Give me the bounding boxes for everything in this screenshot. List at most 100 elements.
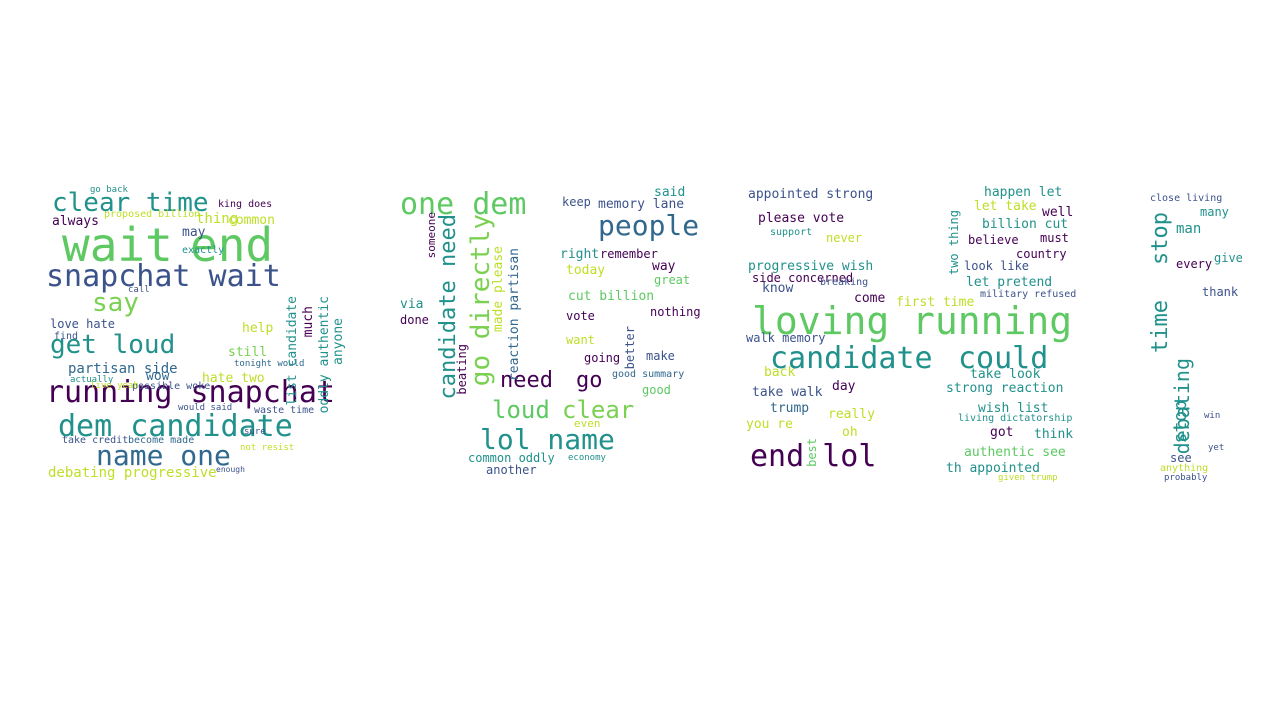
cloud-word: strong reaction bbox=[946, 381, 1064, 396]
cloud-word: proposed billion bbox=[104, 209, 201, 220]
cloud-word: want bbox=[566, 333, 595, 347]
cloud-word: get loud bbox=[50, 330, 176, 360]
cloud-word: remember bbox=[600, 247, 658, 261]
cloud-word: right bbox=[560, 247, 600, 262]
cloud-word: become made bbox=[128, 435, 195, 446]
cloud-word: give bbox=[1214, 251, 1243, 265]
cloud-word: wait bbox=[62, 218, 173, 272]
cloud-word: close living bbox=[1150, 193, 1223, 204]
cloud-word: love hate bbox=[50, 317, 116, 331]
cloud-word: common oddly bbox=[468, 451, 555, 465]
cloud-word: end bbox=[190, 218, 274, 272]
cloud-word: loud bbox=[492, 396, 550, 424]
cloud-word: always bbox=[52, 214, 99, 229]
cloud-word: even bbox=[574, 417, 601, 430]
cloud-word: good bbox=[642, 383, 671, 397]
cloud-word: via bbox=[400, 297, 424, 312]
cloud-word: given trump bbox=[998, 473, 1058, 483]
cloud-word: still bbox=[228, 345, 268, 360]
cloud-word: go bbox=[576, 368, 603, 393]
cloud-word: authentic see bbox=[964, 445, 1066, 460]
cloud-word: first time bbox=[896, 295, 975, 310]
cloud-word: thank bbox=[1202, 285, 1239, 299]
cloud-word: today bbox=[566, 263, 606, 278]
cloud-word: could bbox=[958, 341, 1049, 376]
cloud-word: many bbox=[1200, 205, 1229, 219]
cloud-word: help bbox=[242, 321, 274, 336]
cloud-word: nothing bbox=[650, 305, 701, 319]
cloud-word: loving bbox=[752, 299, 890, 343]
cloud-word: oddly authentic bbox=[317, 296, 332, 414]
cloud-word: really bbox=[828, 407, 875, 422]
cloud-word: look like bbox=[964, 259, 1030, 273]
cloud-word: live yeah bbox=[90, 381, 139, 391]
cloud-word: tonight would bbox=[234, 359, 305, 369]
cloud-word: appointed strong bbox=[748, 187, 874, 202]
cloud-word: living dictatorship bbox=[958, 413, 1073, 424]
cloud-word: walk memory bbox=[746, 331, 826, 345]
cloud-word: side concerned bbox=[752, 271, 854, 285]
cloud-word: partisan side bbox=[68, 361, 178, 377]
cloud-word: need bbox=[500, 368, 553, 393]
cloud-word: end lol bbox=[750, 439, 877, 474]
cloud-word: common bbox=[228, 213, 275, 228]
cloud-word: snapchat wait bbox=[46, 259, 281, 294]
cloud-word: cut billion bbox=[568, 289, 655, 304]
cloud-word: see bbox=[1170, 451, 1192, 465]
cloud-word: enough bbox=[216, 465, 245, 474]
cloud-word: reaction partisan bbox=[507, 248, 522, 382]
cloud-word: back bbox=[764, 365, 796, 380]
cloud-word: made please bbox=[491, 246, 506, 333]
cloud-word: you re bbox=[746, 417, 793, 432]
cloud-word: king does bbox=[218, 199, 273, 210]
cloud-word: anything bbox=[1160, 463, 1209, 474]
cloud-word: hate two bbox=[202, 371, 265, 386]
cloud-word: exactly bbox=[182, 245, 225, 256]
cloud-word: yet bbox=[1208, 443, 1225, 453]
cloud-word: well bbox=[1042, 205, 1074, 220]
cloud-word: lol name bbox=[480, 423, 615, 456]
cloud-word: waste time bbox=[254, 405, 315, 416]
cloud-word: country bbox=[1016, 247, 1067, 261]
cloud-word: going bbox=[584, 351, 621, 365]
cloud-word: sure bbox=[244, 427, 266, 437]
cloud-word: happen let bbox=[984, 185, 1063, 200]
cloud-word: vote bbox=[566, 309, 595, 323]
cloud-word: wish list bbox=[978, 401, 1049, 416]
cloud-word: got bbox=[990, 425, 1014, 440]
cloud-word: support bbox=[770, 227, 813, 238]
cloud-word: believe bbox=[968, 233, 1019, 247]
cloud-word: man bbox=[1176, 221, 1202, 237]
cloud-word: list candidate bbox=[285, 296, 300, 406]
cloud-word: another bbox=[486, 463, 537, 477]
cloud-word: keep bbox=[562, 195, 591, 209]
cloud-word: actually bbox=[70, 375, 114, 385]
cloud-word: progressive wish bbox=[748, 259, 874, 274]
cloud-word: beating bbox=[455, 344, 469, 395]
cloud-word: come bbox=[854, 291, 886, 306]
cloud-word: someone bbox=[425, 212, 438, 259]
cloud-word: two thing bbox=[947, 210, 961, 276]
cloud-word: let pretend bbox=[966, 275, 1053, 290]
cloud-word: name one bbox=[96, 439, 231, 472]
cloud-word: clear bbox=[562, 396, 635, 424]
cloud-word: clear time bbox=[52, 188, 209, 218]
cloud-word: know bbox=[762, 281, 794, 296]
cloud-word: oh bbox=[842, 425, 858, 440]
cloud-word: anyone bbox=[331, 318, 346, 365]
cloud-word: take credit bbox=[62, 435, 129, 446]
cloud-word: go back bbox=[90, 185, 128, 195]
cloud-word: not resist bbox=[240, 443, 295, 453]
cloud-word: probably bbox=[1164, 473, 1208, 483]
cloud-word: debating progressive bbox=[48, 465, 217, 481]
cloud-word: every bbox=[1176, 257, 1213, 271]
cloud-word: please vote bbox=[758, 211, 845, 226]
cloud-word: people bbox=[598, 209, 700, 242]
cloud-word: think bbox=[1034, 427, 1074, 442]
cloud-word: done bbox=[400, 313, 429, 327]
cloud-word: military refused bbox=[980, 289, 1077, 300]
cloud-word: way bbox=[652, 259, 676, 274]
cloud-word: day bbox=[832, 379, 856, 394]
cloud-word: running bbox=[912, 299, 1073, 343]
